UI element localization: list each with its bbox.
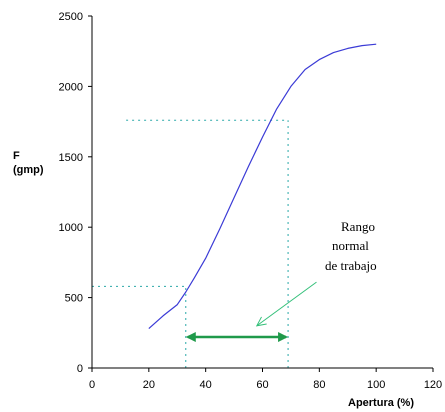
y-tick-label-2000: 2000 xyxy=(59,81,83,93)
annotation-line-3: de trabajo xyxy=(325,258,377,273)
plot-area xyxy=(92,43,377,368)
ticks: 0 500 1000 1500 2000 2500 0 20 40 60 80 100 120 xyxy=(59,11,443,391)
x-tick-label-80: 80 xyxy=(313,379,325,391)
x-tick-label-20: 20 xyxy=(143,379,155,391)
x-tick-label-0: 0 xyxy=(89,379,95,391)
annotation-line-1: Rango xyxy=(341,219,375,234)
x-tick-label-120: 120 xyxy=(424,379,442,391)
x-tick-label-100: 100 xyxy=(367,379,385,391)
y-axis-title-line-1: F xyxy=(13,150,20,162)
y-tick-label-1000: 1000 xyxy=(59,222,83,234)
x-axis-title: Apertura (%) xyxy=(348,397,414,409)
y-tick-label-0: 0 xyxy=(77,363,83,375)
x-tick-label-40: 40 xyxy=(200,379,212,391)
y-tick-label-1500: 1500 xyxy=(59,152,83,164)
annotation-line-2: normal xyxy=(332,238,369,253)
y-tick-label-2500: 2500 xyxy=(59,11,83,23)
annotation-arrow-head xyxy=(255,316,267,327)
y-tick-label-500: 500 xyxy=(65,293,83,305)
y-axis-title-line-2: (gmp) xyxy=(13,164,44,176)
x-tick-label-60: 60 xyxy=(256,379,268,391)
series-line-1 xyxy=(148,43,377,330)
annotation-arrow xyxy=(256,281,317,327)
